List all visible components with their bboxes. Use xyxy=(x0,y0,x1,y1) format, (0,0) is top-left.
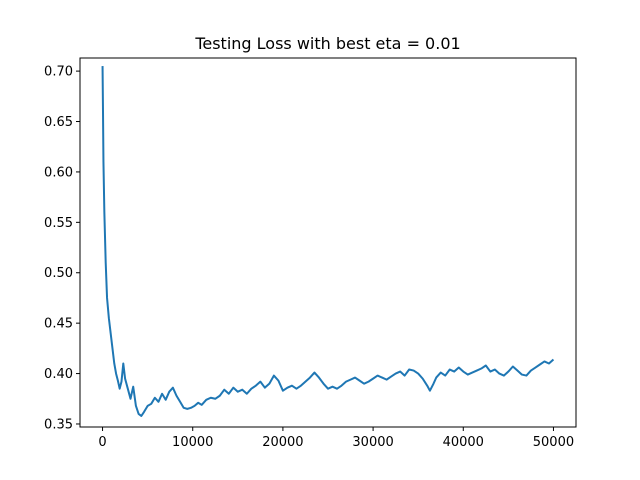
x-tick-label: 10000 xyxy=(172,435,213,450)
x-tick-label: 0 xyxy=(98,435,106,450)
series-line xyxy=(101,66,555,417)
x-tick-label: 20000 xyxy=(262,435,303,450)
y-tick-label: 0.70 xyxy=(44,65,73,80)
y-axis: 0.35 0.40 0.45 0.50 0.55 0.60 0.65 0.70 xyxy=(44,65,80,432)
x-axis: 0 10000 20000 30000 40000 50000 xyxy=(98,427,574,450)
chart-title: Testing Loss with best eta = 0.01 xyxy=(194,34,460,53)
axes-frame xyxy=(79,57,577,428)
y-tick-label: 0.55 xyxy=(44,216,73,231)
y-tick-label: 0.50 xyxy=(44,266,73,281)
y-tick-label: 0.35 xyxy=(44,417,73,432)
y-tick-label: 0.45 xyxy=(44,317,73,332)
y-tick-label: 0.40 xyxy=(44,367,73,382)
x-tick-label: 40000 xyxy=(443,435,484,450)
plot-area xyxy=(101,66,555,417)
y-tick-label: 0.65 xyxy=(44,115,73,130)
x-tick-label: 50000 xyxy=(533,435,574,450)
y-tick-label: 0.60 xyxy=(44,165,73,180)
x-tick-label: 30000 xyxy=(352,435,393,450)
